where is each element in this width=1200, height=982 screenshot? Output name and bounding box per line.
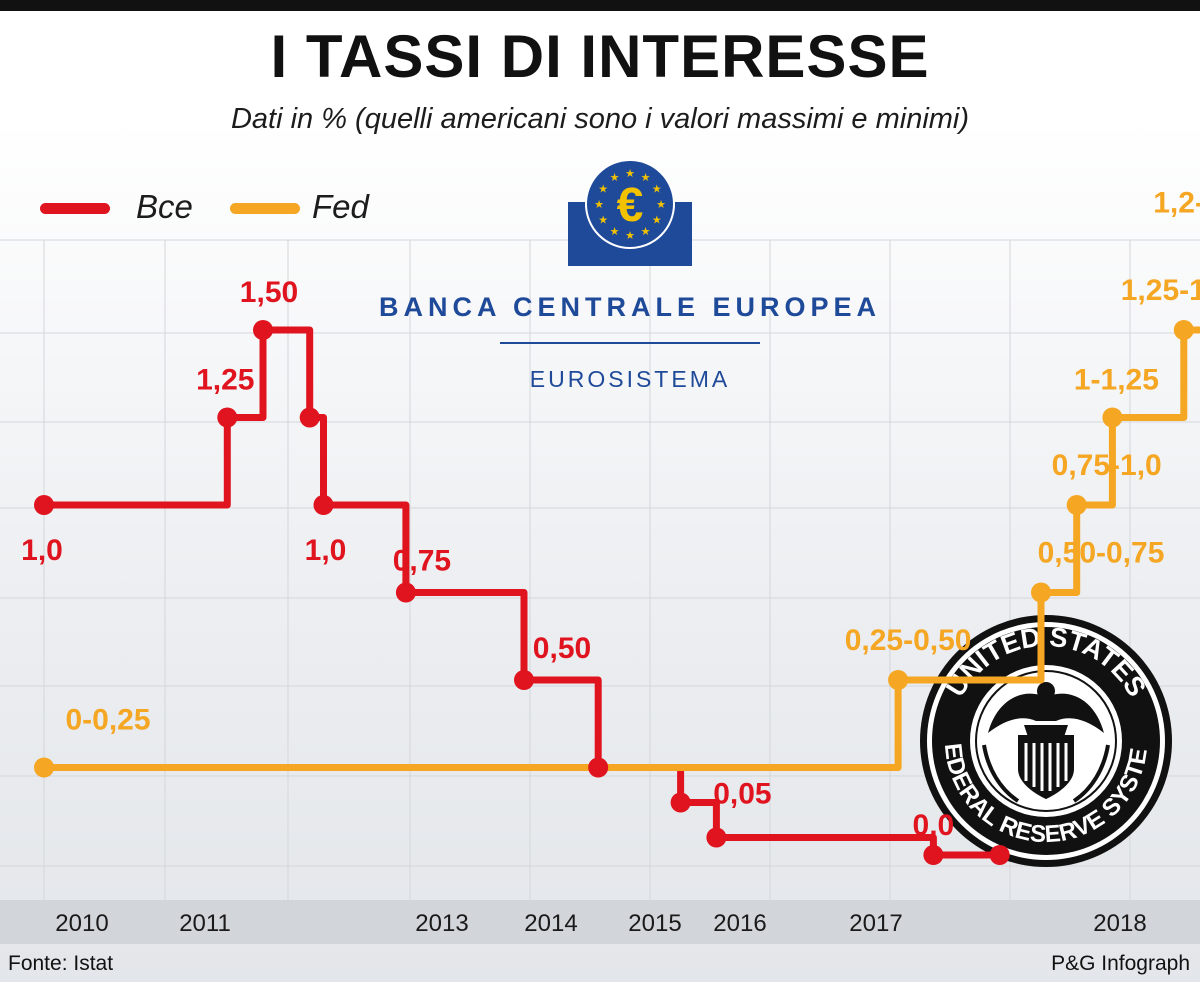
x-axis-ticks: 2010 2011 2013 2014 2015 2016 2017 2018 [55, 910, 1146, 937]
data-point-fed [34, 757, 54, 778]
x-tick-label: 2017 [849, 910, 902, 937]
ecb-logo-divider [500, 342, 760, 344]
x-tick-label: 2010 [55, 910, 108, 937]
data-label-fed: 1-1,25 [1074, 364, 1159, 397]
x-axis-band [0, 900, 1200, 944]
data-point-bce [670, 792, 691, 813]
chart-lines [40, 326, 1200, 859]
star-icon: ★ [641, 226, 651, 238]
data-label-bce: 1,0 [305, 534, 347, 567]
data-label-bce: 0,50 [533, 632, 591, 665]
data-point-fed [888, 670, 909, 690]
data-point-bce [395, 582, 416, 603]
chart-data-labels: 1,0 1,25 1,50 1,0 0,75 0,50 0,05 0,0 0-0,25 0,25-… [21, 187, 1200, 843]
x-tick-label: 2011 [179, 910, 231, 937]
credit-note: P&G Infograph [1051, 952, 1190, 975]
x-tick-label: 2015 [628, 910, 681, 937]
data-label-bce: 0,05 [713, 778, 771, 811]
data-point-fed [1031, 582, 1051, 603]
x-tick-label: 2018 [1093, 910, 1146, 937]
data-label-bce: 0,0 [913, 809, 955, 842]
ecb-logo-stars: ★ ★★★★★★★★★★★ [594, 168, 666, 242]
ecb-logo-name: BANCA CENTRALE EUROPEA [378, 292, 881, 322]
data-point-bce [514, 670, 534, 690]
chart-points [34, 320, 1194, 865]
data-label-fed: 0,50-0,75 [1038, 537, 1165, 570]
chart-title: I TASSI DI INTERESSE [270, 23, 930, 90]
star-icon: ★ [652, 184, 662, 196]
star-icon: ★ [610, 226, 620, 238]
source-note: Fonte: Istat [8, 952, 114, 975]
data-label-fed: 1,25-1,5 [1121, 274, 1200, 307]
ecb-logo-block [568, 202, 692, 266]
data-point-bce [253, 320, 273, 340]
star-icon: ★ [610, 172, 620, 184]
legend-label-fed: Fed [312, 188, 369, 225]
data-point-bce [34, 495, 54, 515]
legend-line-fed [230, 203, 300, 214]
ecb-logo: ★ ★★★★★★★★★★★ € [568, 159, 692, 266]
series-line-bce [40, 326, 1004, 859]
star-icon: ★ [594, 199, 604, 211]
data-point-bce [313, 495, 334, 515]
olive-branch-icon [982, 744, 1110, 803]
star-icon: ★ [625, 230, 635, 242]
data-point-bce [706, 827, 727, 848]
chart-grid [0, 239, 1200, 900]
data-point-bce [299, 407, 320, 428]
data-label-fed: 0-0,25 [65, 704, 150, 737]
star-icon: ★ [598, 215, 608, 227]
top-bar [0, 0, 1200, 11]
data-label-fed: 0,75-1,0 [1052, 449, 1162, 482]
data-point-bce [217, 407, 238, 428]
data-label-bce: 1,50 [240, 276, 298, 309]
ecb-logo-euro-symbol: € [617, 179, 644, 232]
data-label-fed: 0,25-0,50 [845, 624, 972, 657]
data-label-bce: 1,25 [196, 364, 254, 397]
x-tick-label: 2013 [415, 910, 468, 937]
star-icon: ★ [641, 172, 651, 184]
legend-line-bce [40, 203, 110, 214]
ecb-logo-subname: EUROSISTEMA [529, 366, 731, 392]
star-icon: ★ [625, 168, 635, 180]
data-point-fed [1066, 495, 1087, 515]
data-point-bce-end [989, 845, 1010, 865]
data-point-bce [588, 757, 609, 778]
x-tick-label: 2014 [524, 910, 577, 937]
star-icon: ★ [598, 184, 608, 196]
series-line-fed [40, 326, 1200, 771]
shield-icon [1018, 735, 1074, 799]
ecb-logo-disc [585, 159, 675, 249]
data-label-bce: 0,75 [393, 545, 451, 578]
legend-label-bce: Bce [136, 188, 193, 225]
data-point-fed [1102, 407, 1123, 428]
chart-subtitle: Dati in % (quelli americani sono i valor… [230, 103, 970, 135]
star-icon: ★ [656, 199, 666, 211]
data-point-bce [923, 845, 944, 865]
data-label-fed: 1,2-1,75 [1153, 187, 1200, 220]
star-icon: ★ [652, 215, 662, 227]
eagle-icon [988, 682, 1104, 737]
data-label-bce: 1,0 [21, 534, 63, 567]
x-tick-label: 2016 [713, 910, 766, 937]
data-point-fed [1173, 320, 1194, 340]
